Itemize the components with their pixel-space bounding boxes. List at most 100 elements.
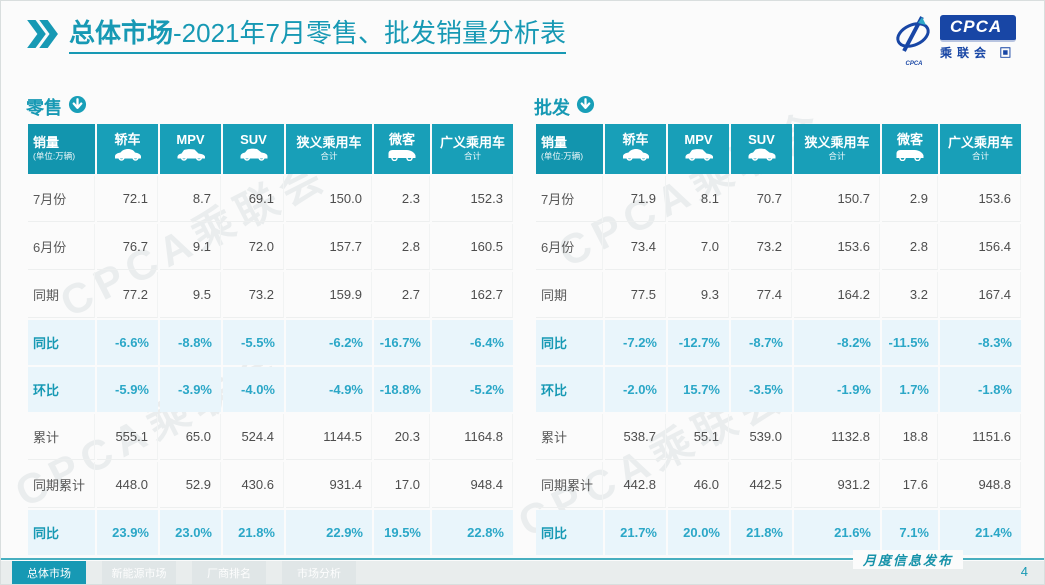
page-title-row: 总体市场-2021年7月零售、批发销量分析表: [27, 18, 566, 54]
table-cell: 948.8: [940, 462, 1021, 508]
suv-icon: [746, 148, 778, 164]
table-row: 累计 555.1 65.0 524.4 1144.5 20.3 1164.8: [28, 414, 513, 460]
wholesale-panel: CPCA乘联会 CPCA乘联会 批发 销量 (单位:万辆) 轿车 MPV SUV 狭义乘用…: [511, 95, 1021, 557]
table-cell: -3.9%: [160, 367, 221, 412]
table-cell: 21.8%: [731, 510, 792, 555]
table-cell: 21.7%: [605, 510, 666, 555]
table-row: 6月份 76.7 9.1 72.0 157.7 2.8 160.5: [28, 224, 513, 270]
table-cell: -12.7%: [668, 320, 729, 365]
cpca-logo-text: CPCA: [940, 15, 1017, 42]
table-cell: 1151.6: [940, 414, 1021, 460]
table-row: 同比 23.9% 23.0% 21.8% 22.9% 19.5% 22.8%: [28, 510, 513, 555]
table-cell: 76.7: [97, 224, 158, 270]
retail-section-header: 零售: [26, 95, 513, 119]
row-label: 6月份: [536, 224, 603, 270]
footer-tab-inactive[interactable]: 厂商排名: [192, 561, 266, 584]
table-cell: -6.6%: [97, 320, 158, 365]
table-cell: 70.7: [731, 176, 792, 222]
table-cell: 23.0%: [160, 510, 221, 555]
column-header: 广义乘用车 合计: [940, 124, 1021, 174]
table-cell: 931.2: [794, 462, 880, 508]
row-label: 7月份: [536, 176, 603, 222]
table-cell: 9.1: [160, 224, 221, 270]
table-cell: -4.0%: [223, 367, 284, 412]
column-header: SUV: [223, 124, 284, 174]
table-cell: -8.7%: [731, 320, 792, 365]
table-cell: 1132.8: [794, 414, 880, 460]
table-cell: 8.7: [160, 176, 221, 222]
row-label: 同比: [28, 320, 95, 365]
table-cell: 73.4: [605, 224, 666, 270]
table-cell: -6.2%: [286, 320, 372, 365]
table-cell: 2.9: [882, 176, 938, 222]
table-cell: -18.8%: [374, 367, 430, 412]
table-row: 同期 77.5 9.3 77.4 164.2 3.2 167.4: [536, 272, 1021, 318]
table-cell: 77.4: [731, 272, 792, 318]
double-chevron-right-icon: [27, 19, 59, 53]
column-header: 轿车: [605, 124, 666, 174]
retail-section-label: 零售: [26, 98, 62, 118]
table-cell: 55.1: [668, 414, 729, 460]
row-label: 7月份: [28, 176, 95, 222]
cpca-swirl-icon: [892, 15, 936, 60]
table-row: 同期累计 442.8 46.0 442.5 931.2 17.6 948.8: [536, 462, 1021, 508]
table-cell: -8.2%: [794, 320, 880, 365]
table-cell: 7.0: [668, 224, 729, 270]
table-cell: 160.5: [432, 224, 513, 270]
table-cell: 2.8: [882, 224, 938, 270]
footer-tab-active[interactable]: 总体市场: [12, 561, 86, 584]
table-cell: -8.3%: [940, 320, 1021, 365]
mpv-icon: [175, 149, 207, 164]
table-cell: 19.5%: [374, 510, 430, 555]
table-cell: 539.0: [731, 414, 792, 460]
footer-note: 月度信息发布: [853, 550, 964, 569]
table-cell: 20.3: [374, 414, 430, 460]
cpca-logo-subtext: 乘联会 ▣: [940, 46, 1017, 60]
row-label: 环比: [28, 367, 95, 412]
mpv-icon: [683, 149, 715, 164]
table-cell: -3.5%: [731, 367, 792, 412]
table-cell: 948.4: [432, 462, 513, 508]
table-row: 环比 -5.9% -3.9% -4.0% -4.9% -18.8% -5.2%: [28, 367, 513, 412]
row-label: 同比: [28, 510, 95, 555]
table-cell: 21.4%: [940, 510, 1021, 555]
column-header: 微客: [374, 124, 430, 174]
table-row: 7月份 72.1 8.7 69.1 150.0 2.3 152.3: [28, 176, 513, 222]
row-label: 同比: [536, 510, 603, 555]
table-cell: 2.3: [374, 176, 430, 222]
row-label: 6月份: [28, 224, 95, 270]
table-row: 7月份 71.9 8.1 70.7 150.7 2.9 153.6: [536, 176, 1021, 222]
table-cell: 157.7: [286, 224, 372, 270]
table-cell: -6.4%: [432, 320, 513, 365]
table-cell: 152.3: [432, 176, 513, 222]
table-cell: 150.0: [286, 176, 372, 222]
table-cell: 22.8%: [432, 510, 513, 555]
row-label: 同期累计: [28, 462, 95, 508]
table-cell: 153.6: [794, 224, 880, 270]
column-header: 广义乘用车 合计: [432, 124, 513, 174]
table-cell: 442.5: [731, 462, 792, 508]
table-cell: 9.3: [668, 272, 729, 318]
suv-icon: [238, 148, 270, 164]
table-cell: 46.0: [668, 462, 729, 508]
table-cell: 17.0: [374, 462, 430, 508]
table-cell: 69.1: [223, 176, 284, 222]
table-cell: 23.9%: [97, 510, 158, 555]
table-cell: 21.6%: [794, 510, 880, 555]
retail-panel: CPCA乘联会 CPCA乘联会 零售 销量 (单位:万辆) 轿车 MPV SUV 狭义乘用…: [8, 95, 513, 557]
table-cell: 555.1: [97, 414, 158, 460]
page-number: 4: [1020, 564, 1028, 579]
column-header: 狭义乘用车 合计: [286, 124, 372, 174]
table-cell: 77.5: [605, 272, 666, 318]
footer-tab-inactive[interactable]: 新能源市场: [102, 561, 176, 584]
footer-tab-inactive[interactable]: 市场分析: [282, 561, 356, 584]
table-cell: 52.9: [160, 462, 221, 508]
table-row: 同比 -6.6% -8.8% -5.5% -6.2% -16.7% -6.4%: [28, 320, 513, 365]
table-cell: 72.1: [97, 176, 158, 222]
column-header: 销量 (单位:万辆): [28, 124, 95, 174]
table-cell: 17.6: [882, 462, 938, 508]
table-cell: 159.9: [286, 272, 372, 318]
page-title-rest: -2021年7月零售、批发销量分析表: [173, 18, 566, 48]
table-cell: 1164.8: [432, 414, 513, 460]
table-cell: -16.7%: [374, 320, 430, 365]
